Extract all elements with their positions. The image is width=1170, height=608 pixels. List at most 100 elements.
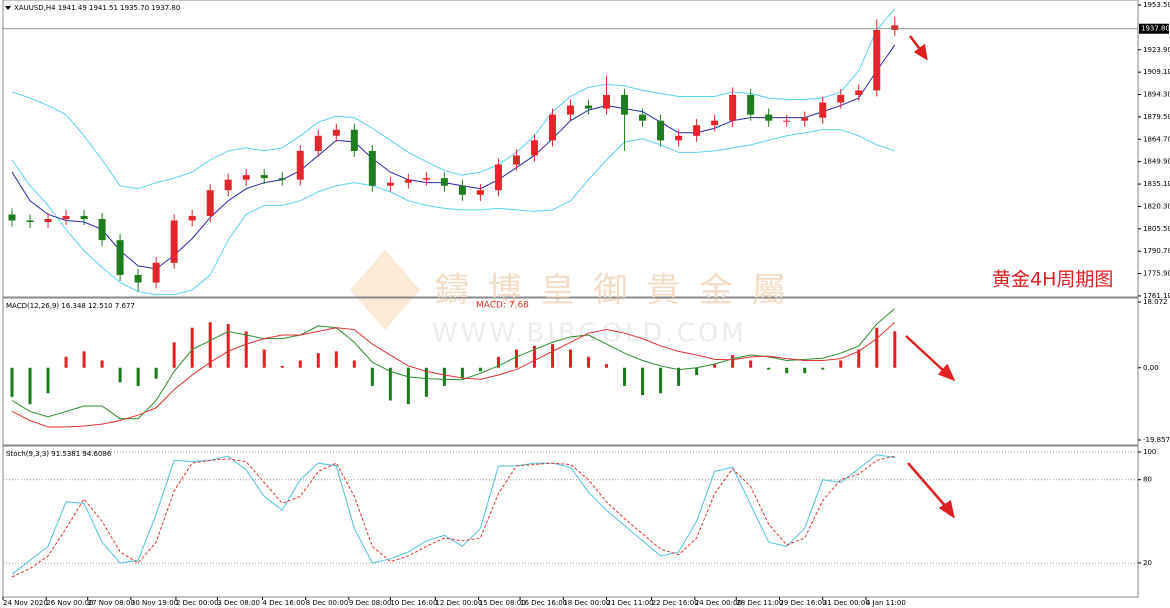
x-tick-label: 31 Dec 00:00	[823, 599, 870, 607]
candle-body	[332, 129, 340, 136]
candle-body	[891, 25, 899, 30]
candle-body	[801, 117, 809, 121]
x-tick-label: 12 Dec 00:00	[435, 599, 482, 607]
histogram-bar	[460, 367, 464, 379]
x-tick-label: 28 Dec 11:00	[736, 599, 783, 607]
candle-body	[440, 178, 448, 186]
histogram-bar	[280, 365, 284, 368]
candle-body	[476, 190, 484, 195]
histogram-bar	[893, 331, 897, 368]
candle-body	[819, 102, 827, 118]
candle-body	[711, 120, 719, 126]
candle-body	[224, 179, 232, 191]
histogram-bar	[10, 367, 14, 397]
histogram-bar	[569, 349, 572, 368]
y-tick-label: 1864.70	[1143, 135, 1170, 143]
candle-body	[116, 240, 124, 275]
candle-body	[530, 140, 538, 156]
candle-body	[837, 94, 845, 103]
candle-body	[8, 214, 16, 221]
histogram-bar	[767, 367, 771, 370]
histogram-bar	[172, 342, 176, 368]
candle-body	[765, 114, 773, 121]
x-tick-label: 15 Dec 08:00	[479, 599, 526, 607]
candle-body	[188, 215, 196, 221]
histogram-bar	[208, 322, 212, 368]
histogram-bar	[334, 351, 338, 368]
y-tick-label: 1894.30	[1143, 91, 1170, 99]
y-tick-label: 18.072	[1143, 298, 1168, 306]
candle-body	[314, 135, 322, 151]
y-tick-label: 1879.50	[1143, 113, 1170, 121]
x-tick-label: 2 Dec 00:00	[176, 599, 219, 607]
histogram-bar	[82, 351, 86, 368]
histogram-bar	[821, 367, 825, 370]
candle-body	[548, 114, 556, 141]
histogram-bar	[496, 356, 500, 368]
histogram-bar	[100, 360, 104, 368]
candle-body	[350, 129, 358, 151]
histogram-bar	[695, 367, 699, 376]
histogram-bar	[587, 356, 591, 368]
watermark-logo	[350, 250, 420, 330]
panel: 鑄 博 皇 御 貴 金 屬 1953.50 1923.90 1909.10 1894.3…	[2, 0, 1170, 311]
histogram-bar	[839, 360, 843, 368]
candle-body	[873, 29, 881, 91]
y-tick-label: 1820.30	[1143, 202, 1170, 210]
histogram-bar	[478, 367, 482, 372]
y-tick-label: 1761.10	[1143, 292, 1170, 300]
histogram-bar	[154, 367, 158, 379]
histogram-bar	[785, 367, 789, 374]
histogram-bar	[623, 367, 627, 386]
candle-body	[80, 215, 88, 219]
indicator-line	[11, 455, 895, 578]
histogram-bar	[749, 360, 753, 368]
candle-body	[296, 150, 304, 180]
histogram-bar	[803, 367, 807, 374]
annotation: 黄金4H周期图	[992, 269, 1113, 291]
histogram-bar	[857, 349, 861, 368]
candle-body	[98, 218, 106, 241]
y-tick-label: 0.00	[1143, 364, 1159, 372]
histogram-bar	[244, 331, 248, 368]
x-tick-label: 26 Nov 00:00	[46, 599, 93, 607]
y-tick-label: 1909.10	[1143, 68, 1170, 76]
candle-body	[368, 150, 376, 186]
histogram-bar	[641, 367, 645, 396]
y-tick-label: 1849.90	[1143, 158, 1170, 166]
histogram-bar	[118, 367, 122, 383]
candle-body	[639, 114, 647, 121]
candle-body	[494, 164, 502, 191]
histogram-bar	[659, 367, 663, 394]
histogram-bar	[28, 367, 32, 405]
candle-body	[170, 220, 178, 263]
histogram-bar	[713, 364, 717, 368]
candle-body	[62, 215, 70, 219]
candle-body	[729, 94, 737, 121]
y-tick-label: 1953.50	[1143, 1, 1170, 9]
candle-body	[206, 190, 214, 216]
candle-body	[134, 274, 142, 283]
candle-body	[512, 155, 520, 165]
histogram-bar	[262, 349, 266, 368]
arrow-head	[937, 363, 956, 382]
candle-body	[44, 218, 52, 222]
histogram-bar	[46, 367, 50, 394]
histogram-bar	[298, 360, 302, 368]
arrow	[905, 335, 946, 373]
candle-body	[621, 94, 629, 115]
histogram-bar	[136, 367, 140, 386]
candle-body	[404, 179, 412, 183]
histogram-bar	[875, 327, 879, 368]
indicator-line	[11, 454, 895, 575]
watermark-text: 鑄 博 皇 御 貴 金 屬	[435, 271, 790, 311]
candle-body	[675, 135, 683, 141]
x-tick-label: 24 Nov 2020	[3, 599, 48, 607]
panel-frame	[2, 297, 1139, 446]
panel-frame	[2, 445, 1139, 598]
histogram-bar	[605, 364, 609, 368]
symbol-arrow	[5, 6, 11, 10]
candle-body	[458, 185, 466, 195]
histogram-bar	[370, 367, 374, 386]
y-tick-label: 100	[1143, 448, 1156, 456]
